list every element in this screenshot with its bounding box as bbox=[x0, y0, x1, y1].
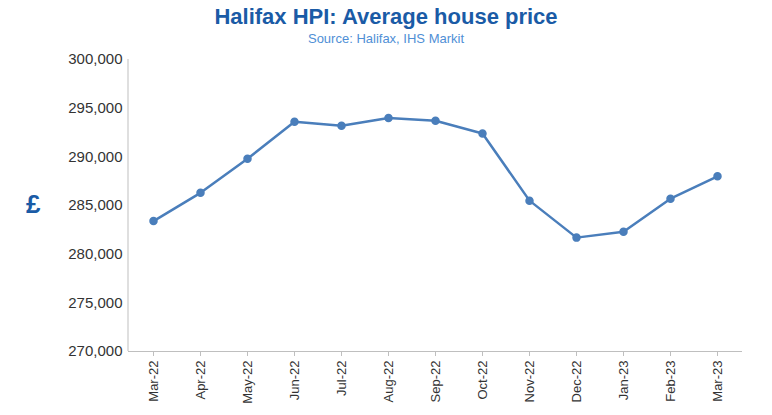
svg-text:270,000: 270,000 bbox=[68, 342, 122, 359]
svg-text:275,000: 275,000 bbox=[68, 294, 122, 311]
svg-text:Jun-22: Jun-22 bbox=[287, 361, 302, 401]
svg-text:Oct-22: Oct-22 bbox=[475, 361, 490, 400]
svg-text:May-22: May-22 bbox=[240, 361, 255, 404]
svg-text:290,000: 290,000 bbox=[68, 148, 122, 165]
svg-text:Apr-22: Apr-22 bbox=[193, 361, 208, 400]
html-text:Halifax HPI: Average house pri: Halifax HPI: Average house price bbox=[214, 4, 558, 29]
svg-text:280,000: 280,000 bbox=[68, 245, 122, 262]
svg-text:Dec-22: Dec-22 bbox=[569, 361, 584, 403]
svg-text:Sep-22: Sep-22 bbox=[428, 361, 443, 403]
svg-text:Mar-22: Mar-22 bbox=[146, 361, 161, 402]
svg-text:Jul-22: Jul-22 bbox=[334, 361, 349, 396]
svg-text:Jan-23: Jan-23 bbox=[616, 361, 631, 401]
svg-text:295,000: 295,000 bbox=[68, 99, 122, 116]
svg-text:Aug-22: Aug-22 bbox=[381, 361, 396, 403]
svg-text:300,000: 300,000 bbox=[68, 50, 122, 67]
svg-text:Nov-22: Nov-22 bbox=[522, 361, 537, 403]
svg-text:285,000: 285,000 bbox=[68, 196, 122, 213]
html-text:Source: Halifax, IHS Markit: Source: Halifax, IHS Markit bbox=[308, 31, 464, 46]
svg-text:Mar-23: Mar-23 bbox=[710, 361, 725, 402]
svg-text:Feb-23: Feb-23 bbox=[663, 361, 678, 402]
